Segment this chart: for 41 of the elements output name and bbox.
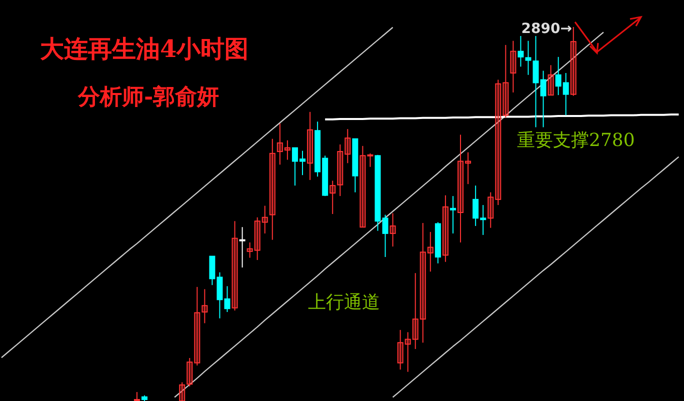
candlestick — [194, 286, 200, 366]
candlestick — [284, 140, 290, 160]
candlestick — [450, 196, 456, 234]
candlestick — [404, 332, 411, 372]
candlestick — [367, 152, 374, 168]
candlestick — [458, 134, 464, 243]
candlestick — [465, 152, 472, 185]
annotation: 上行通道 — [308, 292, 380, 313]
candlestick — [442, 194, 448, 262]
text: 分析师-郭俞妍 — [77, 84, 220, 110]
candlestick — [269, 138, 276, 240]
candlestick — [412, 272, 418, 350]
candlestick — [239, 226, 246, 268]
candlestick — [186, 357, 193, 387]
candlestick — [246, 242, 253, 258]
candlestick — [134, 392, 140, 401]
annotation: 重要支撑2780 — [517, 130, 635, 151]
candlestick — [360, 145, 366, 228]
candlestick — [382, 214, 388, 258]
candlestick — [307, 111, 314, 180]
candlestick — [397, 329, 404, 370]
candlestick — [390, 212, 396, 248]
candlestick — [427, 231, 434, 272]
candlestick — [202, 288, 208, 324]
candlestick — [262, 205, 268, 234]
candlestick — [510, 40, 516, 93]
candlestick — [495, 79, 502, 206]
candlestick — [330, 180, 336, 214]
candlestick — [276, 122, 283, 166]
candlestick — [548, 64, 554, 96]
candlestick — [344, 128, 351, 164]
candlestick — [570, 26, 576, 96]
candlestick — [337, 144, 344, 197]
candlestick — [502, 44, 509, 118]
chart-title: 大连再生油4小时图 — [40, 34, 249, 63]
candlestick — [179, 382, 186, 401]
candlestick — [232, 220, 238, 311]
annotation: 2890→ — [521, 21, 572, 37]
candlestick — [488, 192, 494, 228]
candlestick — [420, 222, 426, 344]
candlestick — [254, 216, 260, 260]
